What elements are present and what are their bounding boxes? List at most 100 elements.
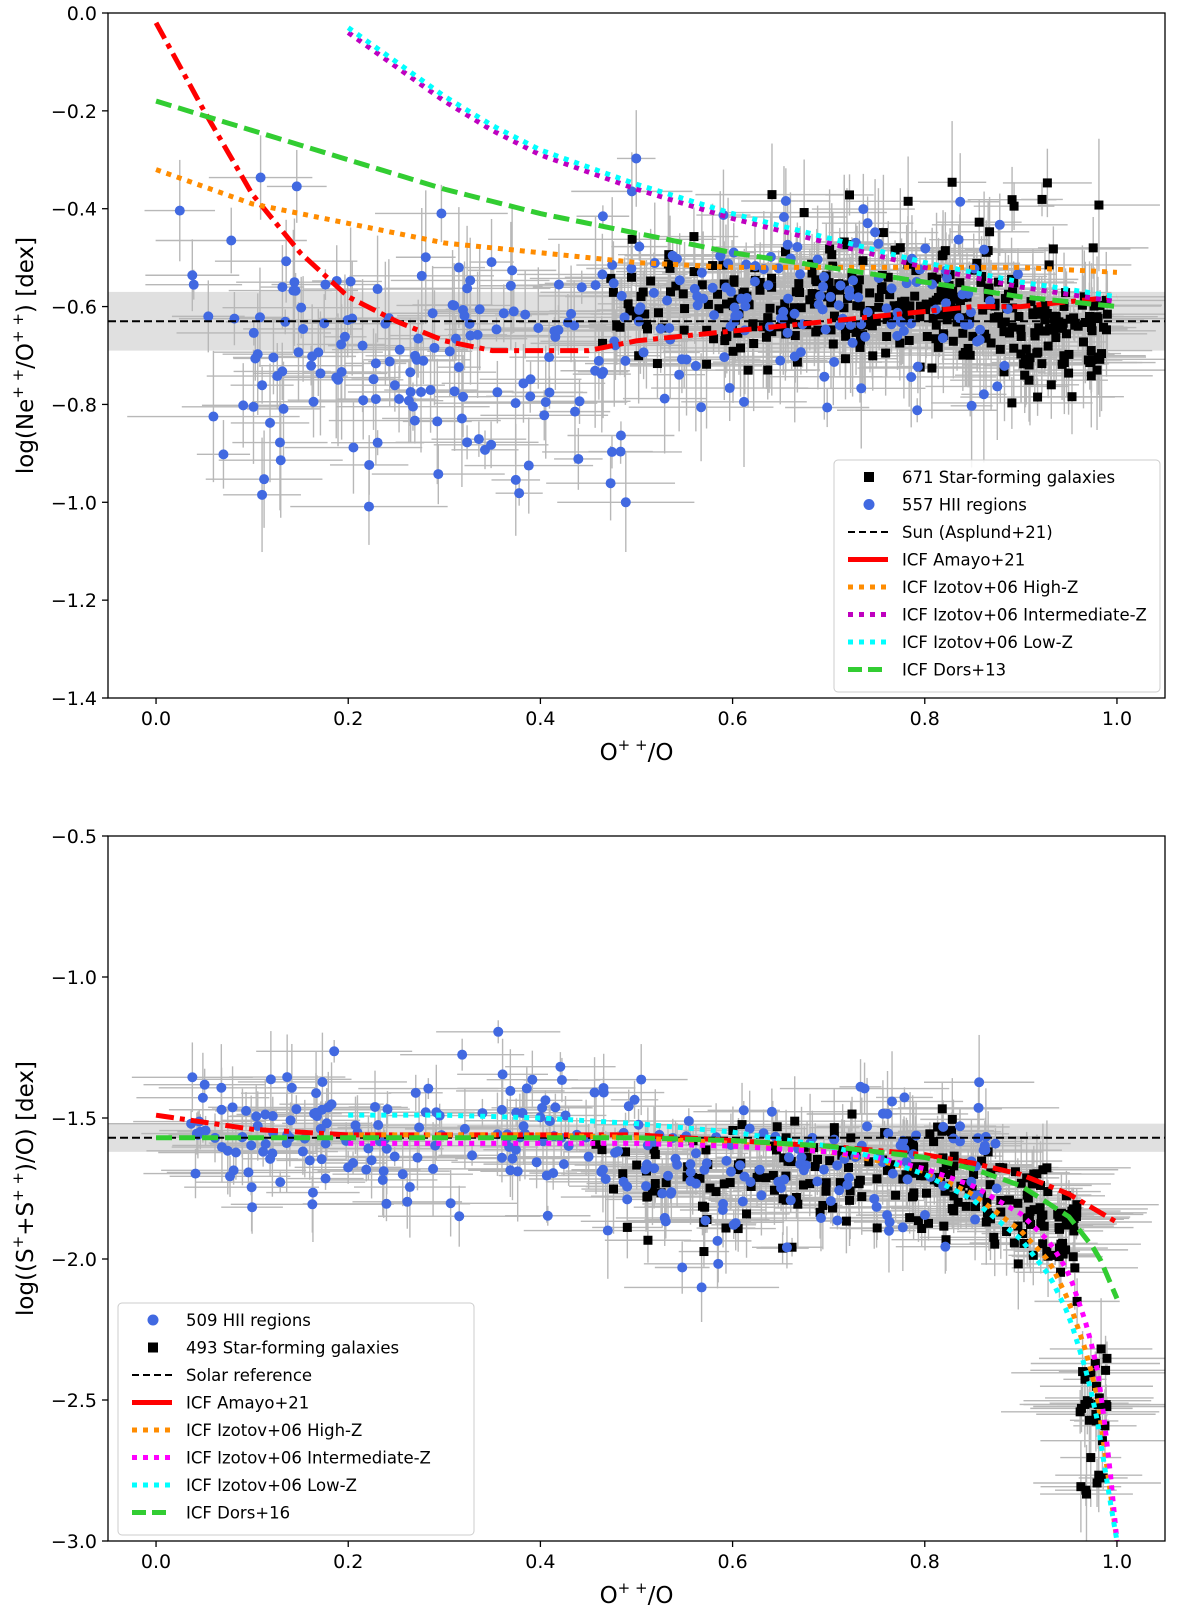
data-point: [834, 1185, 845, 1196]
data-point: [813, 325, 823, 335]
data-point: [922, 1188, 932, 1198]
data-point: [712, 1235, 723, 1246]
data-point: [768, 1141, 778, 1151]
data-point: [646, 276, 656, 286]
data-point: [729, 275, 739, 285]
data-point: [326, 1099, 337, 1110]
data-point: [975, 324, 986, 335]
data-point: [1086, 346, 1096, 356]
data-point: [744, 1123, 755, 1134]
data-point: [810, 1162, 820, 1172]
data-point: [752, 1172, 762, 1182]
data-point: [798, 1180, 808, 1190]
data-point: [917, 1224, 927, 1234]
data-point: [663, 1170, 674, 1181]
data-point: [905, 1213, 915, 1223]
data-point: [910, 291, 920, 301]
data-point: [787, 314, 797, 324]
data-point: [700, 1215, 711, 1226]
legend-item: ICF Izotov+06 Low-Z: [848, 633, 1073, 652]
data-point: [1044, 260, 1054, 270]
data-point: [453, 262, 464, 273]
data-point: [1014, 311, 1024, 321]
data-point: [623, 1101, 634, 1112]
data-point: [1016, 324, 1026, 334]
data-point: [521, 1083, 532, 1094]
data-point: [596, 369, 607, 380]
data-point: [925, 1129, 935, 1139]
data-point: [370, 1101, 381, 1112]
data-point: [963, 343, 973, 353]
data-point: [1087, 355, 1097, 365]
data-point: [885, 290, 895, 300]
data-point: [690, 1178, 701, 1189]
data-point: [569, 406, 580, 417]
data-point: [769, 1185, 779, 1195]
data-point: [366, 1155, 377, 1166]
data-point: [742, 1209, 752, 1219]
data-point: [981, 1217, 991, 1227]
data-point: [748, 322, 758, 332]
data-point: [767, 327, 777, 337]
data-point: [683, 1116, 694, 1127]
data-point: [876, 285, 886, 295]
data-point: [690, 1148, 701, 1159]
data-point: [317, 1076, 328, 1087]
data-point: [373, 1120, 384, 1131]
data-point: [187, 270, 198, 281]
data-point: [602, 1225, 613, 1236]
data-point: [1033, 347, 1043, 357]
data-point: [1080, 1374, 1090, 1384]
data-point: [779, 1153, 789, 1163]
data-point: [674, 275, 685, 286]
curve-icf-izotov-06-high-z: [348, 1132, 1120, 1541]
data-point: [878, 228, 888, 238]
data-point: [711, 1187, 721, 1197]
data-point: [518, 1121, 529, 1132]
data-point: [370, 358, 381, 369]
data-point: [911, 1130, 922, 1141]
data-point: [267, 1111, 278, 1122]
data-point: [934, 310, 944, 320]
curve-icf-amayo-21: [153, 21, 1118, 354]
x-tick-label: 1.0: [1102, 1551, 1132, 1573]
data-point: [368, 374, 379, 385]
data-point: [307, 1199, 318, 1210]
data-point: [569, 320, 580, 331]
data-point: [881, 348, 891, 358]
data-point: [792, 241, 803, 252]
data-point: [280, 316, 291, 327]
data-point: [826, 298, 836, 308]
data-point: [921, 299, 931, 309]
data-point: [777, 313, 788, 324]
data-point: [258, 1146, 269, 1157]
data-point: [634, 351, 644, 361]
data-point: [1094, 1393, 1104, 1403]
data-point: [874, 302, 884, 312]
data-point: [598, 338, 608, 348]
data-point: [625, 306, 635, 316]
legend-label: ICF Izotov+06 High-Z: [186, 1421, 362, 1440]
data-point: [1020, 354, 1030, 364]
data-point: [970, 1202, 980, 1212]
data-point: [638, 347, 649, 358]
data-point: [780, 299, 790, 309]
data-point: [961, 1178, 971, 1188]
x-axis-label: O+ +/O: [600, 1579, 674, 1609]
data-point: [813, 299, 824, 310]
data-point: [883, 272, 893, 282]
data-point: [1009, 201, 1019, 211]
data-point: [870, 227, 881, 238]
data-point: [608, 287, 618, 297]
data-point: [227, 1102, 238, 1113]
data-point: [973, 1102, 984, 1113]
data-point: [739, 287, 749, 297]
data-point: [378, 1166, 389, 1177]
data-point: [848, 275, 859, 286]
data-point: [985, 296, 996, 307]
data-point: [985, 227, 995, 237]
data-point: [613, 1146, 624, 1157]
data-point: [1092, 1478, 1102, 1488]
data-point: [700, 1202, 710, 1212]
data-point: [619, 312, 630, 323]
